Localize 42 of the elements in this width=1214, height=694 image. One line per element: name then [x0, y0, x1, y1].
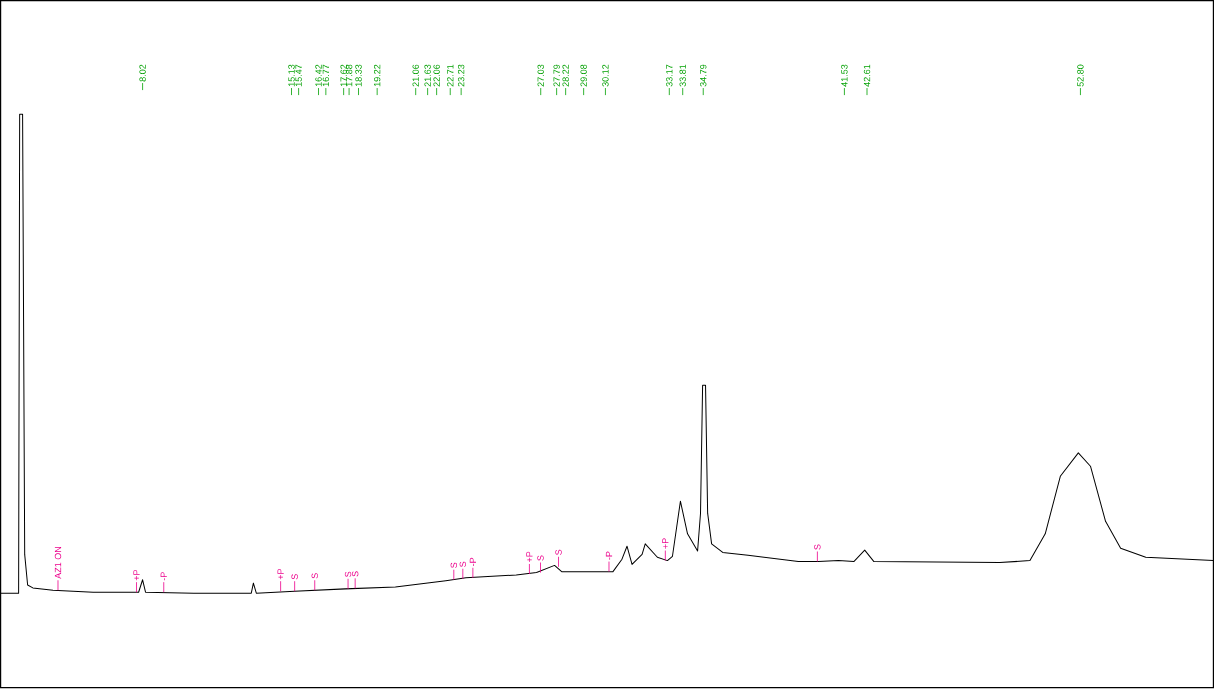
x-tick-label: 21.63	[424, 64, 431, 87]
annotation: S	[450, 562, 458, 568]
x-tick-label: 52.80	[1077, 64, 1084, 87]
annotation: S	[459, 561, 467, 567]
x-tick-label: 41.53	[841, 64, 848, 87]
x-tick-label: 18.33	[355, 64, 362, 86]
x-tick-label: 22.71	[447, 64, 454, 87]
x-tick-label: 21.06	[412, 64, 419, 87]
x-tick-label: 22.06	[433, 64, 440, 87]
x-tick-label: 33.81	[679, 64, 686, 87]
x-tick-label: 8.02	[139, 64, 146, 82]
x-tick-label: 29.08	[580, 64, 587, 87]
annotation: S	[344, 571, 352, 577]
annotation: -P	[469, 557, 476, 566]
x-tick-label: 17.88	[345, 64, 353, 86]
x-tick-label: 33.17	[666, 64, 673, 87]
x-tick-label: 27.03	[537, 64, 544, 87]
annotation: S	[537, 555, 544, 561]
annotation: -P	[160, 571, 167, 581]
x-tick-label: 42.61	[863, 64, 871, 87]
x-tick-label: 15.47	[295, 64, 302, 86]
x-tick-label: 16.42	[315, 64, 322, 86]
annotation: S	[555, 549, 562, 555]
x-tick-label: 16.77	[322, 64, 330, 86]
x-tick-label: 27.79	[553, 64, 560, 87]
annotation: -P	[605, 551, 613, 560]
annotation: +P	[133, 569, 140, 581]
x-tick-label: 19.22	[373, 64, 381, 86]
annotation: +P	[526, 551, 533, 562]
x-tick-label: 17.62	[340, 64, 347, 86]
annotation: AZ1 ON	[54, 546, 62, 579]
x-tick-label: 30.12	[602, 64, 609, 87]
x-tick-label: 34.79	[700, 64, 707, 87]
x-tick-label: 23.23	[457, 64, 465, 87]
x-tick-label: 28.22	[562, 64, 569, 87]
annotation: S	[351, 571, 359, 577]
annotation: S	[814, 544, 821, 550]
annotation: S	[291, 573, 298, 580]
x-tick-label: 15.13	[288, 64, 295, 86]
annotation: S	[311, 573, 318, 579]
annotation: +P	[662, 538, 669, 549]
annotation: +P	[277, 568, 284, 580]
